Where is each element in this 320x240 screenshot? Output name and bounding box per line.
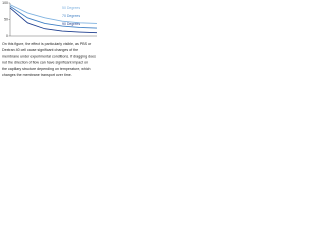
series-line	[9, 4, 98, 24]
caption-line: membrane under experimental conditions. …	[2, 54, 96, 58]
caption-line: Dextran 40 cell cause significant change…	[2, 48, 78, 52]
y-tick-label: 0	[6, 34, 8, 38]
legend-label: 70 Degrees	[62, 14, 80, 18]
figure: 0 50 100 50 Degrees 70 Degrees 90 Degrees On t…	[0, 0, 100, 82]
caption-line: the capillary structure depending on tem…	[2, 67, 91, 71]
y-tick-label: 100	[2, 1, 8, 5]
caption-line: not the direction of flow can have signi…	[2, 61, 88, 65]
caption-line: On this figure, the effect is particular…	[2, 42, 92, 46]
y-tick-label: 50	[4, 17, 8, 21]
caption-line: changes the membrane transport over time…	[2, 73, 72, 77]
legend-label: 50 Degrees	[62, 6, 80, 10]
legend-label: 90 Degrees	[62, 22, 80, 26]
series-line	[9, 5, 98, 29]
series-line	[9, 7, 98, 34]
